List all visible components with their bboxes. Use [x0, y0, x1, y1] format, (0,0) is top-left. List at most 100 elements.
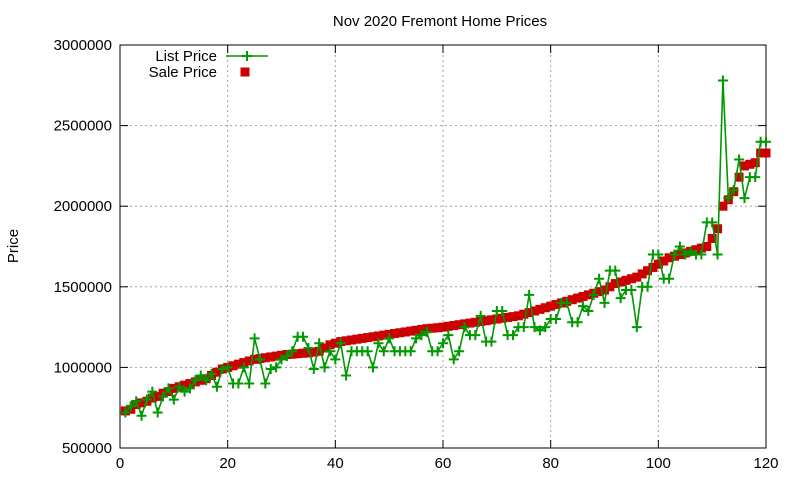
sale-price-point	[406, 326, 416, 336]
sale-price-point	[756, 148, 766, 158]
list-price-point	[739, 193, 750, 204]
sale-price-point	[659, 256, 669, 266]
sale-price-point	[573, 293, 583, 303]
sale-price-point	[250, 354, 260, 364]
sale-price-point	[718, 201, 728, 211]
list-price-point	[583, 305, 594, 316]
sale-price-point	[605, 282, 615, 292]
list-price-point	[712, 249, 723, 260]
sale-price-point	[314, 346, 324, 356]
list-price-point	[642, 281, 653, 292]
sale-price-point	[465, 318, 475, 328]
sale-price-point	[513, 311, 523, 321]
sale-price-point	[438, 322, 448, 332]
list-price-point	[470, 330, 481, 341]
list-price-point	[314, 338, 325, 349]
sale-price-point	[745, 159, 755, 169]
sale-price-point	[373, 331, 383, 341]
sale-price-point	[648, 262, 658, 272]
sale-price-point	[621, 275, 631, 285]
sale-price-point	[750, 158, 760, 168]
list-price-point	[723, 193, 734, 204]
sale-price-point	[492, 314, 502, 324]
sale-price-point	[379, 330, 389, 340]
list-price-point	[238, 362, 249, 373]
sale-price-point	[707, 233, 717, 243]
list-price-point	[276, 354, 287, 365]
list-price-point	[174, 381, 185, 392]
sale-price-point	[675, 250, 685, 260]
sale-price-point	[449, 320, 459, 330]
sale-price-point	[244, 356, 254, 366]
list-price-point	[195, 370, 206, 381]
sale-price-point	[578, 291, 588, 301]
list-price-point	[594, 273, 605, 284]
sale-price-point	[497, 313, 507, 323]
sale-price-point	[293, 349, 303, 359]
x-tick-label: 40	[327, 455, 344, 472]
sale-price-point	[325, 340, 335, 350]
list-price-point	[599, 297, 610, 308]
list-price-point	[577, 301, 588, 312]
list-price-point	[141, 394, 152, 405]
list-price-point	[319, 362, 330, 373]
list-price-point	[168, 394, 179, 405]
sale-price-point	[583, 290, 593, 300]
grid-lines	[120, 45, 766, 448]
list-price-point	[518, 322, 529, 333]
y-tick-label: 2500000	[54, 118, 112, 135]
list-price-point	[254, 354, 265, 365]
list-price-point	[217, 364, 228, 375]
list-price-point	[524, 289, 535, 300]
list-price-point	[131, 396, 142, 407]
list-price-point	[610, 265, 621, 276]
sale-price-point	[341, 336, 351, 346]
sale-price-point	[352, 334, 362, 344]
list-price-point	[669, 249, 680, 260]
sale-price-point	[260, 353, 270, 363]
sale-price-point	[626, 274, 636, 284]
sale-price-point	[400, 327, 410, 337]
sale-price-point	[481, 316, 491, 326]
sale-price-point	[486, 315, 496, 325]
sale-price-point	[147, 393, 157, 403]
plot-frame	[119, 44, 767, 449]
sale-price-point	[546, 301, 556, 311]
y-tick-label: 2000000	[54, 198, 112, 215]
sale-price-point	[320, 343, 330, 353]
list-price-point	[416, 330, 427, 341]
list-price-point	[147, 386, 158, 397]
sale-price-point	[454, 320, 464, 330]
sale-price-point	[664, 253, 674, 263]
sale-price-point	[540, 303, 550, 313]
list-price-point	[561, 297, 572, 308]
sale-price-point	[567, 295, 577, 305]
x-tick-label: 80	[542, 455, 559, 472]
sale-price-point	[508, 312, 518, 322]
list-price-point	[158, 391, 169, 402]
x-tick-label: 100	[646, 455, 671, 472]
list-price-point	[475, 310, 486, 321]
list-price-point	[734, 154, 745, 165]
y-tick-label: 3000000	[54, 37, 112, 54]
list-price-point	[411, 333, 422, 344]
legend-marker-list-price	[242, 51, 252, 61]
list-price-point	[378, 346, 389, 357]
sale-price-point	[696, 243, 706, 253]
list-price-point	[373, 338, 384, 349]
list-price-point	[179, 386, 190, 397]
sale-price-point	[632, 272, 642, 282]
list-price-point	[448, 354, 459, 365]
list-price-point	[260, 378, 271, 389]
sale-price-point	[266, 352, 276, 362]
list-price-point	[211, 381, 222, 392]
list-price-point	[626, 285, 637, 296]
list-price-point	[384, 333, 395, 344]
series-list-price	[120, 75, 771, 421]
list-price-point	[707, 217, 718, 228]
sale-price-point	[395, 328, 405, 338]
axis-ticks: 500000 1000000 1500000 2000000 2500000 300000…	[54, 37, 779, 472]
sale-price-point	[298, 348, 308, 358]
